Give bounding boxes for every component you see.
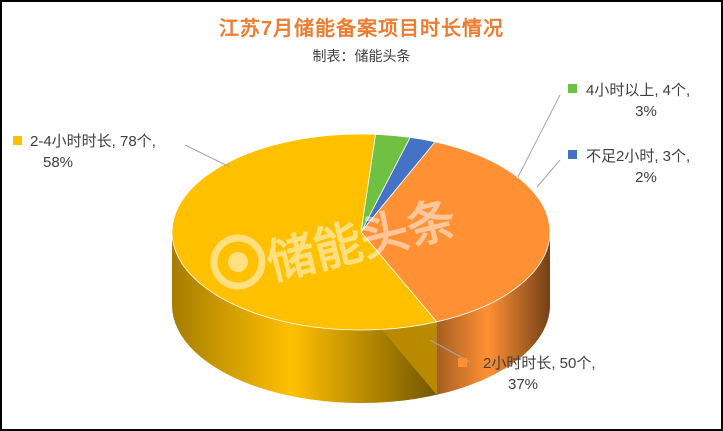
data-label-percent-2: 3% bbox=[635, 103, 657, 120]
label-swatch-1 bbox=[568, 150, 577, 159]
slice-side-shade-3 bbox=[171, 232, 437, 404]
chart-subtitle: 制表：储能头条 bbox=[312, 48, 411, 64]
leader-lines bbox=[184, 94, 561, 363]
pie-tops bbox=[171, 133, 551, 331]
slice-2-4-3 bbox=[171, 133, 438, 331]
data-label-2: 4小时以上, 4个, bbox=[586, 82, 690, 99]
slice-side-shade-0 bbox=[436, 232, 550, 395]
watermark-logo-icon bbox=[210, 234, 266, 290]
slice-2-0 bbox=[360, 141, 551, 323]
label-swatch-0 bbox=[458, 358, 467, 367]
label-swatch-2 bbox=[568, 84, 577, 93]
data-label-percent-0: 37% bbox=[508, 376, 538, 393]
leader-line-3 bbox=[184, 144, 231, 168]
label-swatch-3 bbox=[13, 136, 22, 145]
leader-line-1 bbox=[536, 159, 561, 188]
data-labels: 2小时时长, 50个, 37% 不足2小时, 3个, 2% 4小时以上, 4个, 3% 2-… bbox=[13, 82, 690, 393]
leader-line-2 bbox=[517, 94, 561, 178]
data-label-percent-3: 58% bbox=[43, 154, 73, 171]
data-label-3: 2-4小时时长, 78个, bbox=[30, 133, 156, 150]
data-label-0: 2小时时长, 50个, bbox=[483, 355, 596, 372]
chart-title: 江苏7月储能备案项目时长情况 bbox=[218, 18, 505, 40]
data-label-1: 不足2小时, 3个, bbox=[586, 148, 690, 165]
data-label-percent-1: 2% bbox=[635, 169, 657, 186]
